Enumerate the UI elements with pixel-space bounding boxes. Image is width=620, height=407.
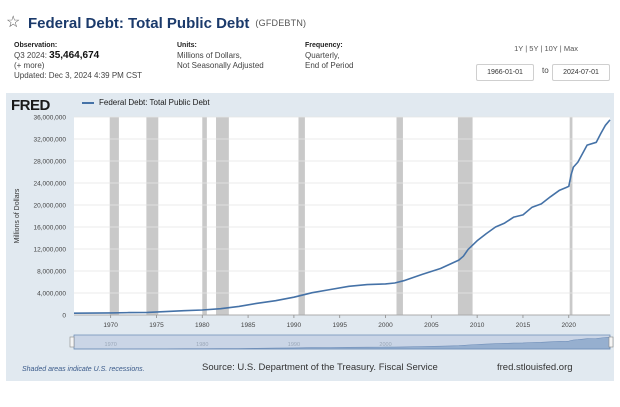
recession-band: [396, 117, 403, 315]
units-line1: Millions of Dollars,: [177, 51, 242, 60]
range-button-1y[interactable]: 1Y: [514, 44, 524, 53]
frequency-line2: End of Period: [305, 61, 354, 70]
updated-text: Updated: Dec 3, 2024 4:39 PM CST: [14, 71, 143, 80]
start-date-input[interactable]: 1966-01-01: [476, 64, 534, 81]
end-date-input[interactable]: 2024-07-01: [552, 64, 610, 81]
y-tick-label: 20,000,000: [33, 203, 66, 210]
y-tick-label: 24,000,000: [33, 181, 66, 188]
frequency-line1: Quarterly,: [305, 51, 340, 60]
x-tick-label: 1970: [103, 322, 118, 329]
date-to-label: to: [542, 66, 549, 75]
navigator-handle-left[interactable]: [69, 336, 75, 348]
x-tick-label: 1980: [195, 322, 210, 329]
series-id: (GFDEBTN): [255, 18, 307, 28]
range-button-max[interactable]: Max: [563, 44, 578, 53]
x-tick-label: 2015: [516, 322, 531, 329]
navigator-handle-right[interactable]: [608, 336, 614, 348]
observation-block: Observation: Q3 2024: 35,464,674 (+ more…: [14, 42, 142, 81]
navigator-label: 1980: [196, 342, 208, 348]
units-block: Units: Millions of Dollars, Not Seasonal…: [177, 42, 264, 71]
recession-band: [216, 117, 229, 315]
x-tick-label: 1990: [287, 322, 302, 329]
y-tick-label: 12,000,000: [33, 247, 66, 254]
y-tick-label: 28,000,000: [33, 159, 66, 166]
recession-band: [569, 117, 573, 315]
recession-band: [146, 117, 159, 315]
observation-period: Q3 2024:: [14, 51, 47, 60]
navigator-label: 1970: [105, 342, 117, 348]
recession-note: Shaded areas indicate U.S. recessions.: [22, 366, 145, 373]
x-tick-label: 2020: [562, 322, 577, 329]
more-link[interactable]: (+ more): [14, 61, 45, 70]
source-text: Source: U.S. Department of the Treasury.…: [202, 362, 438, 373]
chart-svg[interactable]: 0 4,000,000 8,000,000 12,000,000 16,000,000 2…: [6, 93, 614, 381]
observation-line: Q3 2024: 35,464,674: [14, 51, 142, 61]
y-axis-label: Millions of Dollars: [14, 188, 21, 243]
frequency-label: Frequency:: [305, 42, 343, 49]
units-label: Units:: [177, 42, 197, 49]
star-icon[interactable]: ☆: [6, 14, 21, 31]
recession-band: [298, 117, 305, 315]
units-line2: Not Seasonally Adjusted: [177, 61, 264, 70]
x-tick-label: 2005: [424, 322, 439, 329]
page-title: Federal Debt: Total Public Debt: [28, 14, 250, 32]
chart-legend: Federal Debt: Total Public Debt: [82, 98, 210, 107]
y-tick-label: 8,000,000: [37, 269, 66, 276]
observation-label: Observation:: [14, 42, 58, 49]
series-line[interactable]: [73, 119, 611, 314]
series-metadata: Observation: Q3 2024: 35,464,674 (+ more…: [14, 42, 610, 88]
y-tick-label: 32,000,000: [33, 137, 66, 144]
navigator-selection[interactable]: [73, 334, 611, 350]
recession-band: [457, 117, 473, 315]
recession-band: [202, 117, 207, 315]
navigator-label: 2000: [379, 342, 391, 348]
y-tick-label: 0: [62, 313, 66, 320]
range-button-5y[interactable]: 5Y: [529, 44, 539, 53]
legend-swatch: [82, 101, 94, 104]
navigator-label: 1990: [288, 342, 300, 348]
range-buttons: 1Y | 5Y | 10Y | Max: [514, 44, 578, 53]
chart-panel: FRED Federal Debt: Total Public Debt 0 4,…: [6, 93, 614, 381]
x-tick-label: 1975: [149, 322, 164, 329]
fred-url[interactable]: fred.stlouisfed.org: [497, 362, 573, 373]
range-button-10y[interactable]: 10Y: [544, 44, 558, 53]
x-tick-label: 2010: [470, 322, 485, 329]
y-tick-label: 4,000,000: [37, 291, 66, 298]
legend-label: Federal Debt: Total Public Debt: [99, 98, 210, 107]
x-tick-label: 2000: [378, 322, 393, 329]
x-tick-label: 1985: [241, 322, 256, 329]
frequency-block: Frequency: Quarterly, End of Period: [305, 42, 353, 71]
y-tick-label: 16,000,000: [33, 225, 66, 232]
y-tick-label: 36,000,000: [33, 115, 66, 122]
observation-value: 35,464,674: [49, 50, 100, 61]
date-range-controls: 1Y | 5Y | 10Y | Max 1966-01-01 to 2024-0…: [456, 42, 610, 88]
fred-logo: FRED: [11, 97, 50, 114]
x-tick-label: 1995: [332, 322, 347, 329]
title-bar: ☆ Federal Debt: Total Public Debt (GFDEB…: [6, 8, 614, 38]
recession-band: [109, 117, 119, 315]
